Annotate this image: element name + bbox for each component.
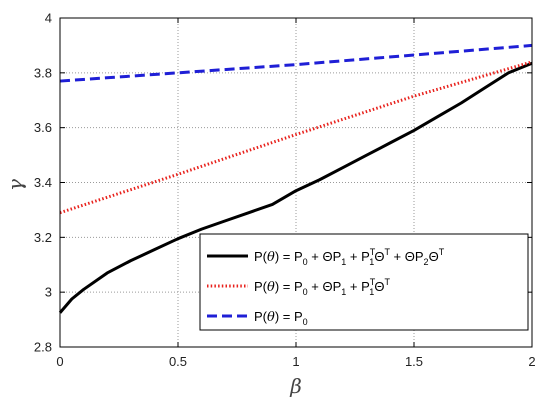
legend-label-series-3: P(θ) = P0 — [254, 309, 308, 327]
series-line-1 — [58, 61, 533, 314]
x-tick-label: 1 — [292, 354, 299, 369]
legend: P(θ) = P0 + ΘP1 + PT 1ΘT + ΘP2ΘT P(θ) = P… — [199, 233, 529, 331]
y-axis-title: γ — [3, 179, 27, 191]
x-tick-label: 1.5 — [405, 354, 423, 369]
ticks: 0 0.5 1 1.5 2 2.8 3 3.2 3.4 3.6 3.8 4 — [34, 11, 536, 370]
y-tick-label: 4 — [45, 11, 52, 26]
y-tick-label: 3.8 — [34, 65, 52, 80]
series-group — [58, 43, 533, 314]
y-tick-label: 3.6 — [34, 120, 52, 135]
y-tick-label: 3.4 — [34, 175, 52, 190]
x-tick-label: 0 — [56, 354, 63, 369]
y-tick-label: 3 — [45, 285, 52, 300]
y-tick-label: 2.8 — [34, 340, 52, 355]
x-tick-label: 2 — [528, 354, 535, 369]
legend-label-series-2: P(θ) = P0 + ΘP1 + PT 1ΘT — [254, 277, 390, 297]
y-tick-label: 3.2 — [34, 230, 52, 245]
x-tick-label: 0.5 — [169, 354, 187, 369]
x-axis-title: β — [289, 374, 302, 398]
legend-label-series-1: P(θ) = P0 + ΘP1 + PT 1ΘT + ΘP2ΘT — [254, 247, 445, 267]
legend-box — [199, 233, 529, 331]
series-line-3 — [59, 43, 533, 83]
series-line-2 — [59, 60, 533, 215]
